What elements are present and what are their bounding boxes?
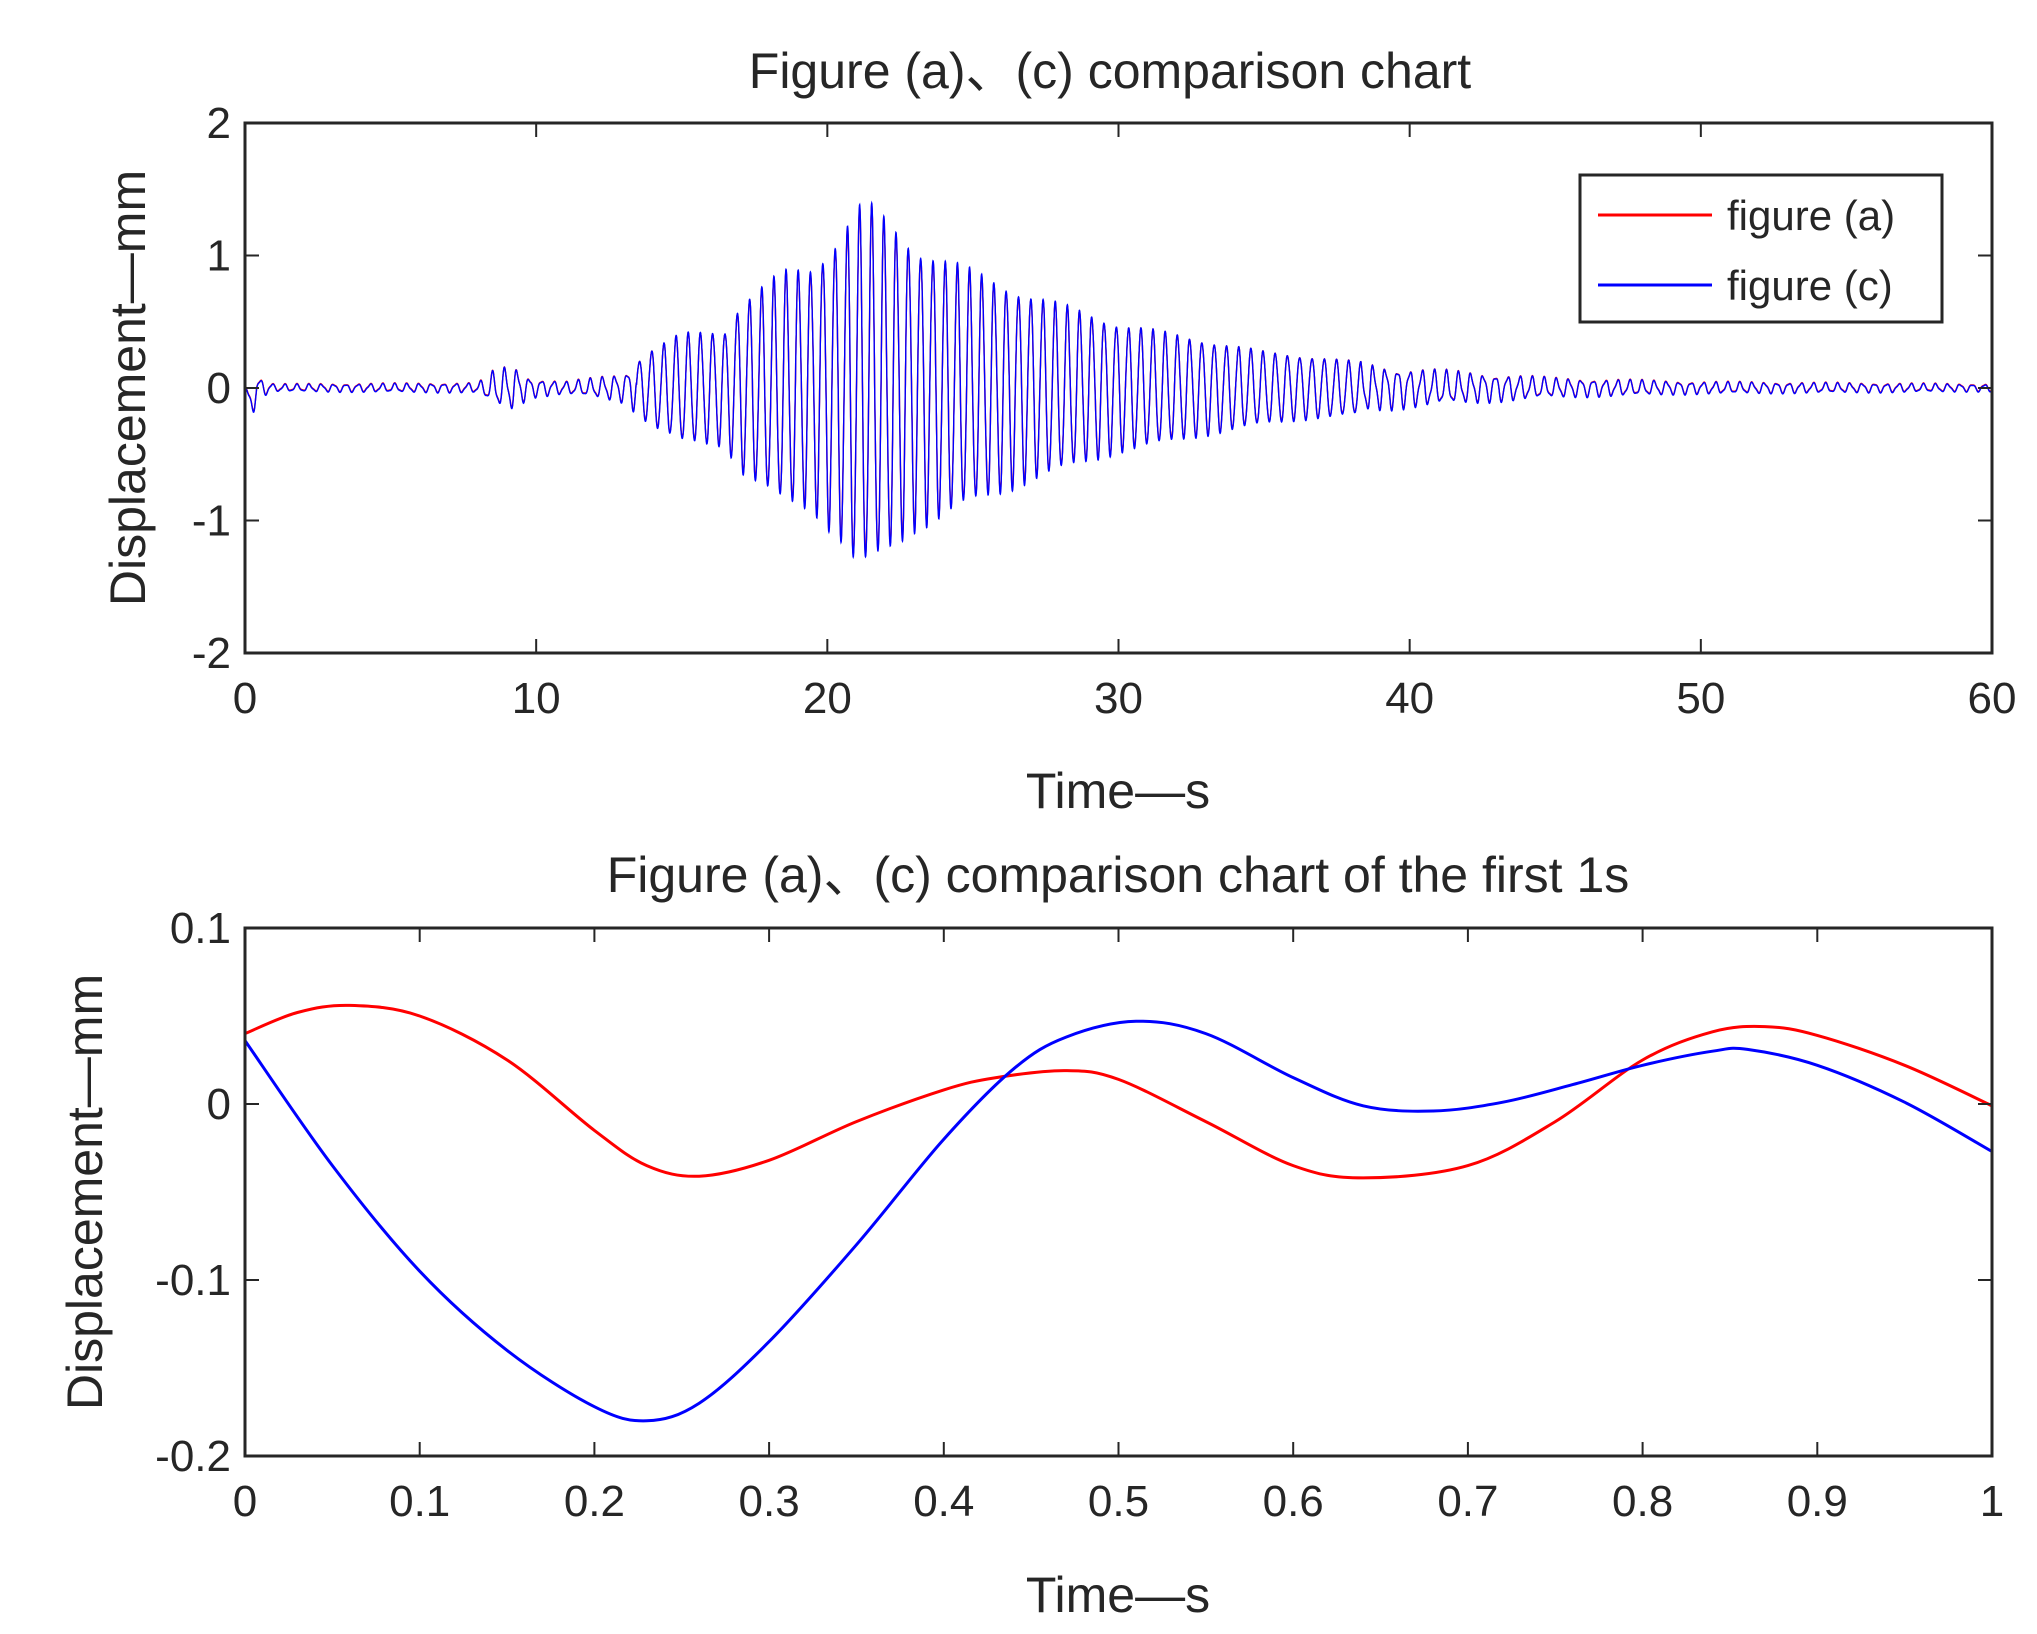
legend-box bbox=[1578, 173, 1944, 324]
top-series-group bbox=[244, 200, 1993, 560]
y-tick-label: -1 bbox=[192, 497, 231, 546]
x-tick-label: 0 bbox=[233, 674, 257, 723]
top-y-axis-label: Displacement—mm bbox=[100, 170, 156, 606]
x-tick-label: 0 bbox=[233, 1477, 257, 1526]
x-tick-label: 0.5 bbox=[1088, 1477, 1149, 1526]
series-line-figure-c bbox=[243, 1019, 1993, 1423]
series-line-figure-c bbox=[244, 200, 1993, 560]
x-tick-label: 40 bbox=[1385, 674, 1434, 723]
x-tick-label: 60 bbox=[1968, 674, 2017, 723]
y-tick-label: 0.1 bbox=[170, 904, 231, 953]
y-tick-label: 1 bbox=[207, 232, 231, 281]
legend-label-c: figure (c) bbox=[1727, 262, 1893, 309]
top-chart-title: Figure (a)、(c) comparison chart bbox=[749, 43, 1472, 99]
top-tick-group: 0 10 20 30 40 50 60 -2 -1 0 1 2 bbox=[192, 99, 2017, 723]
bottom-tick-group: 0 0.1 0.2 0.3 0.4 0.5 0.6 0.7 0.8 0.9 1 -0.2 -0.1 0 0.… bbox=[155, 904, 2004, 1526]
y-tick-label: -0.2 bbox=[155, 1432, 231, 1481]
top-legend: figure (a) figure (c) bbox=[1578, 173, 1944, 324]
bottom-series-group bbox=[243, 1003, 1993, 1423]
bottom-chart: Figure (a)、(c) comparison chart of the f… bbox=[57, 847, 2004, 1623]
top-x-axis-label: Time—s bbox=[1026, 763, 1210, 819]
x-tick-label: 30 bbox=[1094, 674, 1143, 723]
bottom-chart-title: Figure (a)、(c) comparison chart of the f… bbox=[607, 847, 1630, 903]
series-line-figure-a bbox=[244, 1003, 1993, 1180]
x-tick-label: 0.4 bbox=[913, 1477, 974, 1526]
y-tick-label: 0 bbox=[207, 1080, 231, 1129]
x-tick-label: 0.6 bbox=[1263, 1477, 1324, 1526]
x-tick-label: 0.1 bbox=[389, 1477, 450, 1526]
x-tick-label: 50 bbox=[1676, 674, 1725, 723]
y-tick-label: -2 bbox=[192, 629, 231, 678]
y-tick-label: 2 bbox=[207, 99, 231, 148]
y-tick-label: 0 bbox=[207, 364, 231, 413]
y-tick-label: -0.1 bbox=[155, 1256, 231, 1305]
x-tick-label: 0.8 bbox=[1612, 1477, 1673, 1526]
bottom-plot-area bbox=[245, 928, 1992, 1456]
x-tick-label: 0.2 bbox=[564, 1477, 625, 1526]
x-tick-label: 0.3 bbox=[739, 1477, 800, 1526]
x-tick-label: 0.7 bbox=[1437, 1477, 1498, 1526]
bottom-x-axis-label: Time—s bbox=[1026, 1567, 1210, 1623]
bottom-y-axis-label: Displacement—mm bbox=[57, 974, 113, 1410]
x-tick-label: 0.9 bbox=[1787, 1477, 1848, 1526]
top-chart: Figure (a)、(c) comparison chart 0 10 20 30 4… bbox=[100, 43, 2016, 819]
top-axes-box bbox=[243, 121, 1994, 655]
legend-label-a: figure (a) bbox=[1727, 192, 1895, 239]
x-tick-label: 1 bbox=[1980, 1477, 2004, 1526]
x-tick-label: 20 bbox=[803, 674, 852, 723]
bottom-axes-box bbox=[243, 926, 1994, 1458]
x-tick-label: 10 bbox=[512, 674, 561, 723]
